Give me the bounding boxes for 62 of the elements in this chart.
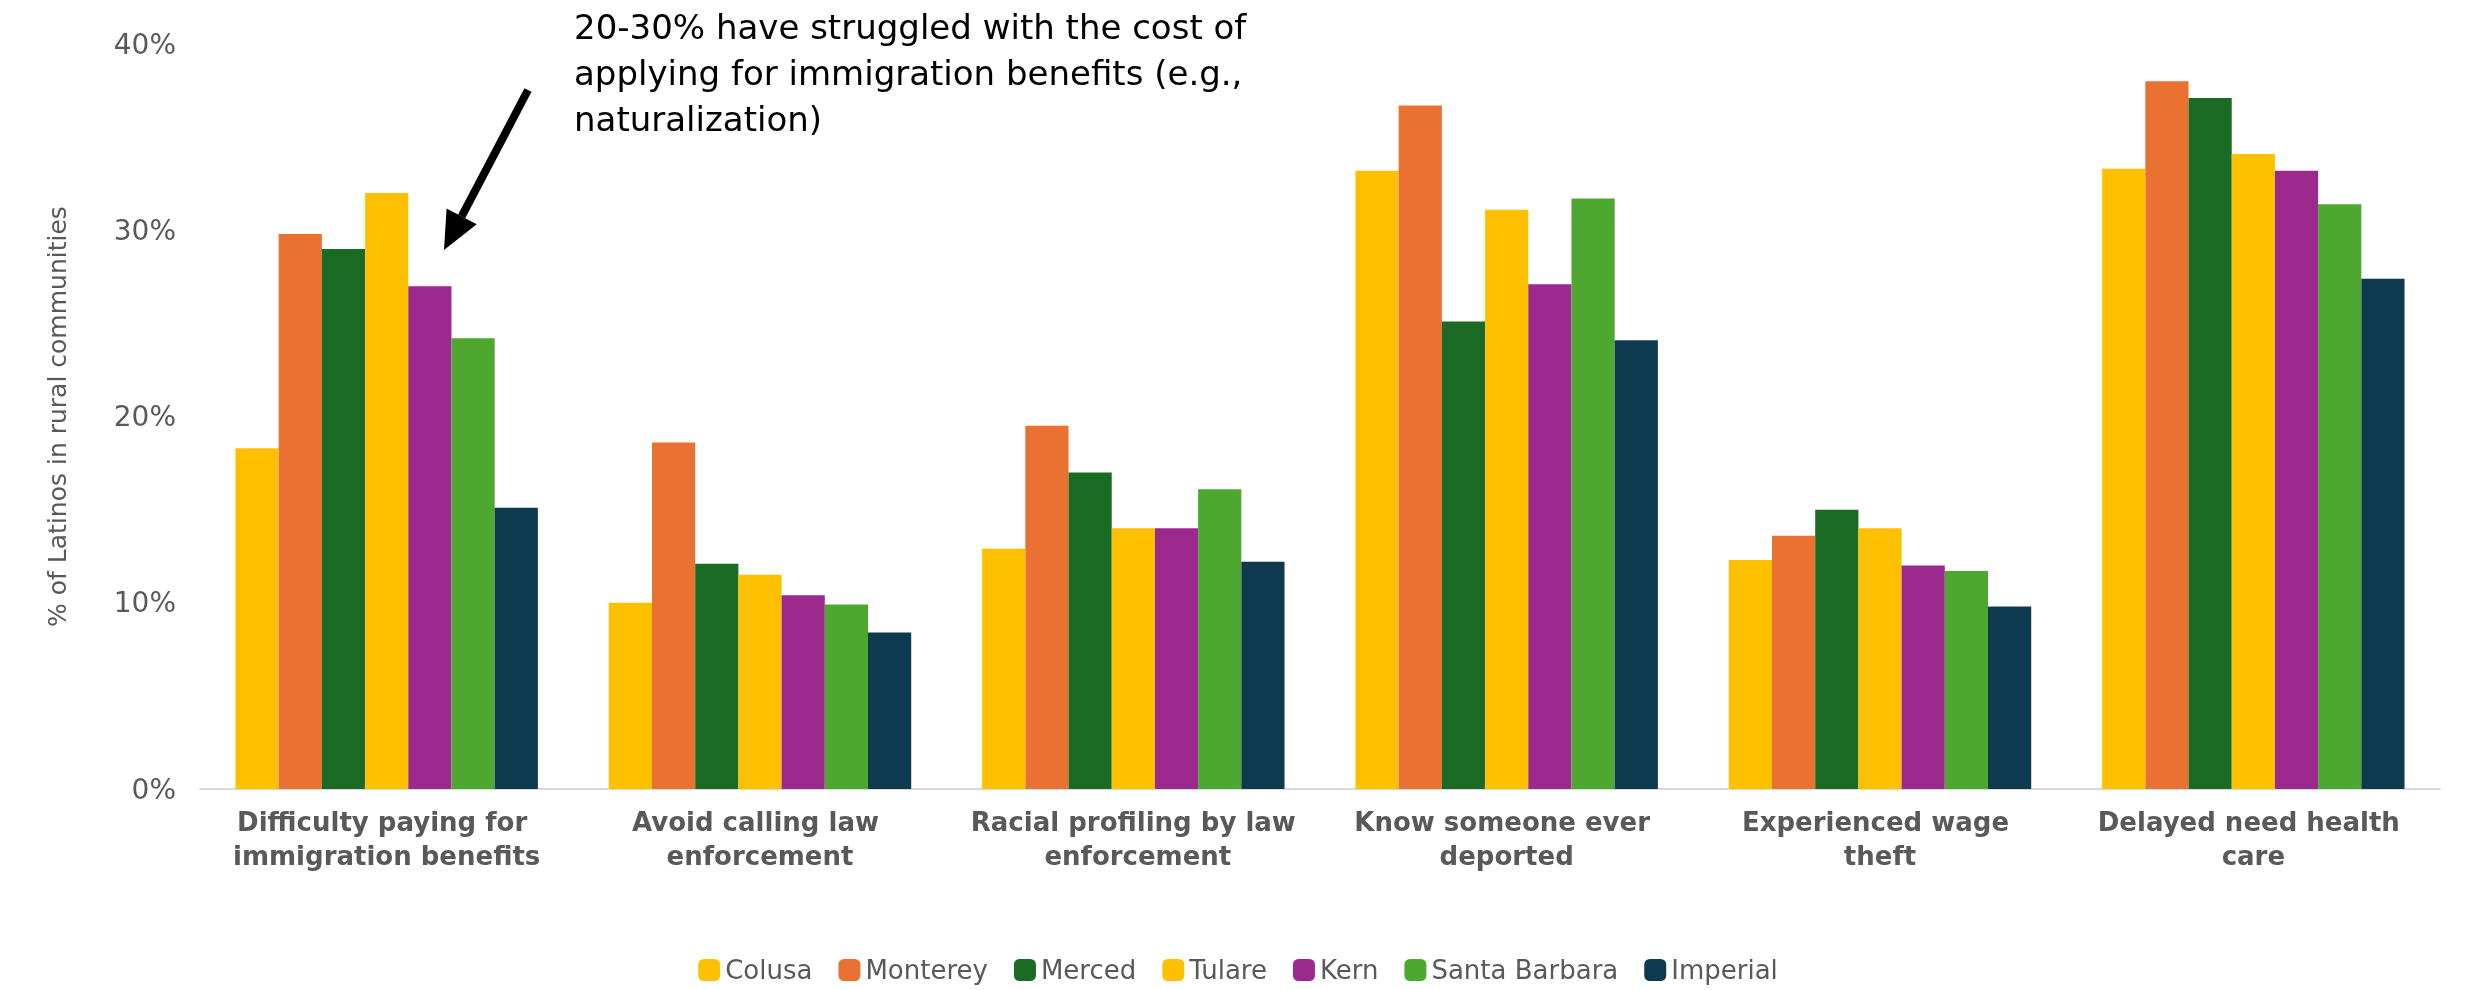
x-tick-label: Delayed need health care xyxy=(2097,807,2409,871)
bar xyxy=(2145,81,2189,789)
bar xyxy=(652,442,696,789)
bar xyxy=(1901,565,1945,789)
bar xyxy=(1485,209,1529,789)
y-axis-title: % of Latinos in rural communities xyxy=(43,206,72,627)
legend-label: Merced xyxy=(1040,955,1137,985)
bar xyxy=(2231,153,2275,789)
annotation: 20-30% have struggled with the cost of applying for immigration benefits (e.g., naturalization) xyxy=(574,6,1248,141)
legend-label: Kern xyxy=(1319,955,1379,985)
bar xyxy=(781,595,825,789)
y-tick-label: 30% xyxy=(113,213,176,247)
bar xyxy=(1571,198,1615,789)
bar xyxy=(1111,528,1155,789)
bar xyxy=(982,548,1026,789)
x-tick-label: Avoid calling law enforcement xyxy=(632,807,888,871)
bar xyxy=(1398,105,1442,789)
bar xyxy=(1772,535,1816,789)
bar xyxy=(1068,472,1112,789)
bar xyxy=(1198,489,1242,789)
y-tick-label: 20% xyxy=(113,400,176,433)
bar xyxy=(2188,98,2232,789)
bar xyxy=(408,286,452,789)
bar xyxy=(1728,559,1772,789)
bar xyxy=(738,574,782,789)
y-tick-label: 40% xyxy=(113,27,176,61)
bar xyxy=(2361,278,2405,789)
x-tick-label: Difficulty paying for immigration benefits xyxy=(233,807,541,871)
bar xyxy=(868,632,912,789)
bar xyxy=(1154,528,1199,789)
bar xyxy=(278,233,322,789)
bar xyxy=(824,604,868,789)
legend-label: Tulare xyxy=(1188,955,1267,985)
legend-label: Monterey xyxy=(865,955,988,985)
x-tick-label: Know someone ever deported xyxy=(1354,807,1660,871)
legend-label: Imperial xyxy=(1671,955,1778,985)
bar xyxy=(1025,425,1069,789)
bar xyxy=(2318,204,2362,789)
bar xyxy=(451,338,495,789)
bar xyxy=(695,563,739,789)
legend-label: Santa Barbara xyxy=(1431,955,1619,985)
bar xyxy=(1614,340,1658,789)
y-tick-label: 0% xyxy=(131,772,176,806)
bar xyxy=(1441,321,1486,789)
bar xyxy=(2102,168,2146,789)
bar xyxy=(1355,170,1399,789)
bar xyxy=(1528,284,1572,789)
x-tick-label: Racial profiling by law enforcement xyxy=(970,807,1296,871)
bar xyxy=(321,248,366,789)
bar xyxy=(1944,571,1988,789)
bar xyxy=(2274,170,2319,789)
bar xyxy=(235,448,279,789)
bar xyxy=(1815,509,1859,789)
legend-label: Colusa xyxy=(725,955,813,985)
bar xyxy=(365,193,409,789)
bar xyxy=(494,507,538,789)
bar xyxy=(608,602,652,789)
bar xyxy=(1988,606,2032,789)
bar xyxy=(1241,561,1285,789)
x-tick-label: Experienced wage theft xyxy=(1741,807,2019,871)
bar xyxy=(1858,528,1902,789)
y-tick-label: 10% xyxy=(113,586,176,620)
